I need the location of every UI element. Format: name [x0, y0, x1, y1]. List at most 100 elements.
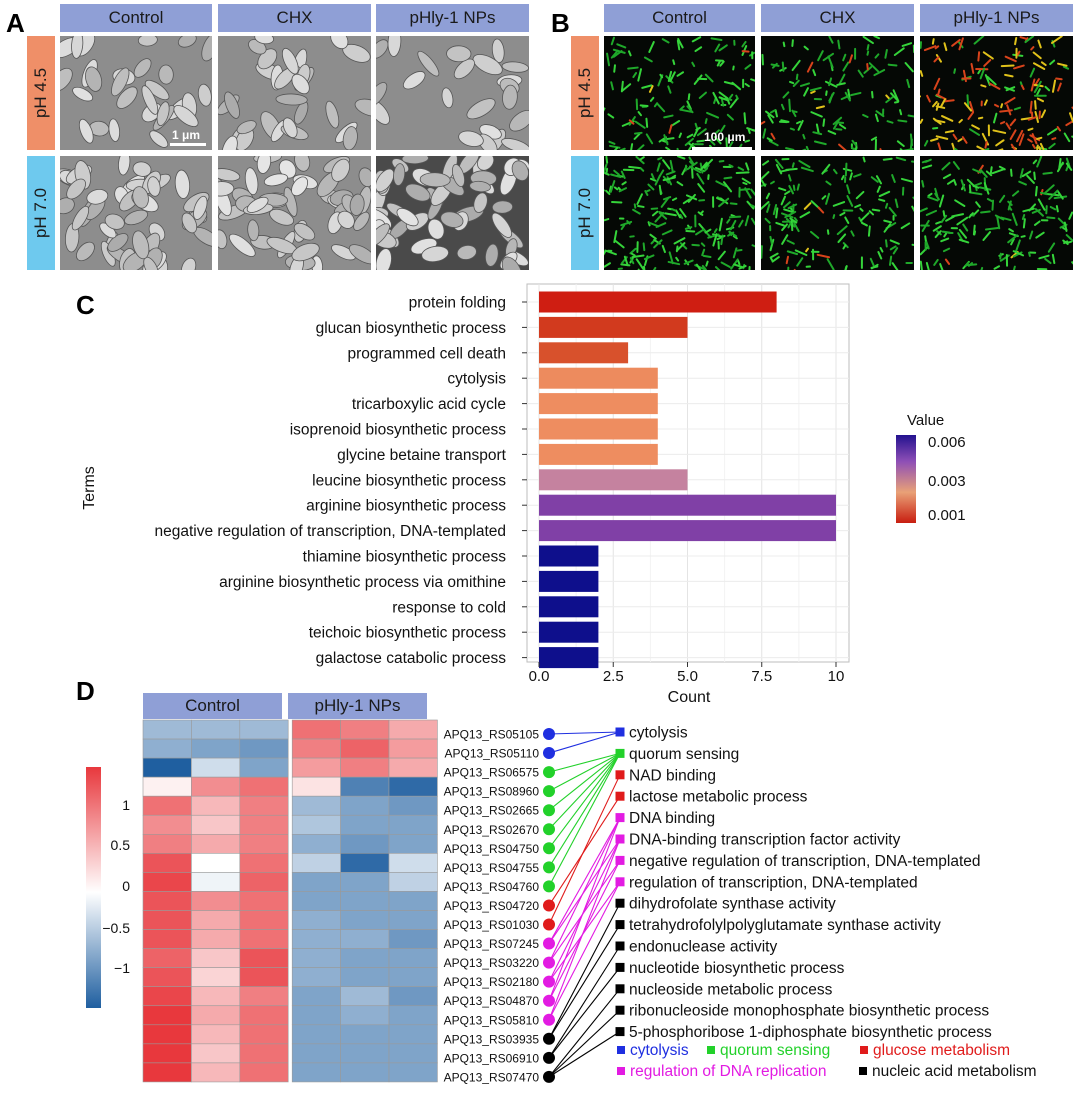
stained-cell [665, 170, 676, 176]
stained-cell [766, 203, 771, 213]
stained-cell [604, 250, 607, 256]
stained-cell [634, 131, 643, 135]
bacterium-cell [440, 211, 464, 228]
gene-term-link [548, 881, 621, 1021]
heatmap-cell [142, 757, 192, 778]
stained-cell [824, 80, 838, 88]
gene-node [543, 728, 555, 740]
panel-a-row-ph45: pH 4.5 [27, 36, 55, 150]
stained-cell [636, 193, 643, 206]
stained-cell [704, 73, 714, 83]
heatmap-cell [191, 853, 241, 873]
sem-image-control-ph45 [60, 36, 212, 150]
stained-cell [746, 200, 755, 210]
stained-cell [1027, 127, 1034, 131]
stained-cell [796, 120, 802, 125]
stained-cell [1027, 116, 1037, 121]
stained-cell [1038, 254, 1050, 260]
bacterium-cell [221, 135, 238, 150]
sem-texture [376, 156, 529, 270]
stained-cell [838, 143, 847, 150]
stained-cell [789, 127, 795, 131]
stained-cell [803, 45, 809, 51]
heatmap-cell [239, 929, 289, 949]
heatmap-cell [340, 910, 390, 930]
panel-a-col-nps: pHly-1 NPs [376, 4, 529, 32]
stained-cell [884, 239, 888, 248]
bacterium-cell [118, 156, 131, 176]
stained-cell [744, 215, 750, 227]
stained-cell [1032, 51, 1042, 60]
stained-cell [717, 250, 726, 261]
bar [539, 520, 836, 542]
stained-cell [769, 109, 776, 114]
stained-cell [873, 36, 881, 40]
bacterium-cell [291, 176, 309, 197]
heatmap-cell [239, 795, 289, 816]
stained-cell [675, 256, 680, 262]
gene-node [543, 842, 555, 855]
fluorescence-image-nps-ph45 [920, 36, 1073, 150]
stained-cell [847, 88, 851, 101]
stained-cell [1010, 143, 1017, 150]
stained-cell [1012, 190, 1020, 197]
heatmap-cell [340, 719, 390, 740]
heatmap-cell [340, 1024, 390, 1045]
bacterium-cell [330, 36, 349, 50]
stained-cell [825, 180, 832, 186]
bacterium-cell [405, 183, 431, 202]
stained-cell [925, 209, 938, 216]
stained-cell [821, 195, 827, 200]
stained-cell [795, 73, 799, 81]
stained-cell [688, 156, 695, 166]
stained-cell [765, 110, 775, 119]
stained-cell [799, 82, 811, 87]
bacterium-cell [348, 244, 371, 265]
stained-cell [738, 265, 747, 270]
stained-cell [939, 98, 947, 108]
x-tick-label: 7.5 [751, 668, 772, 685]
stained-cell [1020, 235, 1026, 238]
stained-cell [641, 84, 653, 89]
bacterium-cell [376, 168, 395, 193]
stained-cell [787, 174, 792, 182]
stained-cell [726, 218, 731, 224]
stained-cell [980, 210, 991, 214]
stained-cell [696, 172, 705, 185]
panel-a-col-control: Control [60, 4, 212, 32]
heatmap-cell [239, 776, 289, 797]
stained-cell [695, 126, 701, 131]
stained-cell [733, 263, 743, 268]
stained-cell [885, 94, 891, 100]
gene-label: APQ13_RS04755 [444, 861, 540, 875]
heatmap-cell [191, 834, 241, 854]
stained-cell [762, 128, 767, 139]
stained-cell [943, 42, 948, 52]
stained-cell [984, 226, 999, 231]
fluorescence-texture [761, 36, 914, 150]
stained-cell [621, 83, 632, 92]
stained-cell [604, 172, 610, 176]
stained-cell [999, 121, 1006, 125]
heatmap-cell [388, 910, 438, 930]
stained-cell [643, 56, 653, 63]
stained-cell [1071, 135, 1073, 138]
fluorescence-image-control-ph70 [604, 156, 755, 270]
stained-cell [608, 140, 616, 145]
stained-cell [679, 208, 687, 218]
bar [539, 393, 658, 415]
stained-cell [859, 212, 870, 222]
stained-cell [604, 249, 617, 256]
stained-cell [661, 229, 673, 236]
heatmap-cell [142, 853, 192, 873]
bacterium-cell [354, 98, 371, 117]
bacterium-cell [174, 169, 191, 199]
gene-node [543, 994, 555, 1007]
stained-cell [977, 116, 984, 120]
panel-a-letter: A [6, 8, 25, 38]
stained-cell [1066, 240, 1073, 244]
heatmap-cell [191, 814, 241, 835]
stained-cell [741, 177, 751, 185]
gene-term-link [548, 731, 621, 754]
heatmap-cell [142, 776, 192, 797]
